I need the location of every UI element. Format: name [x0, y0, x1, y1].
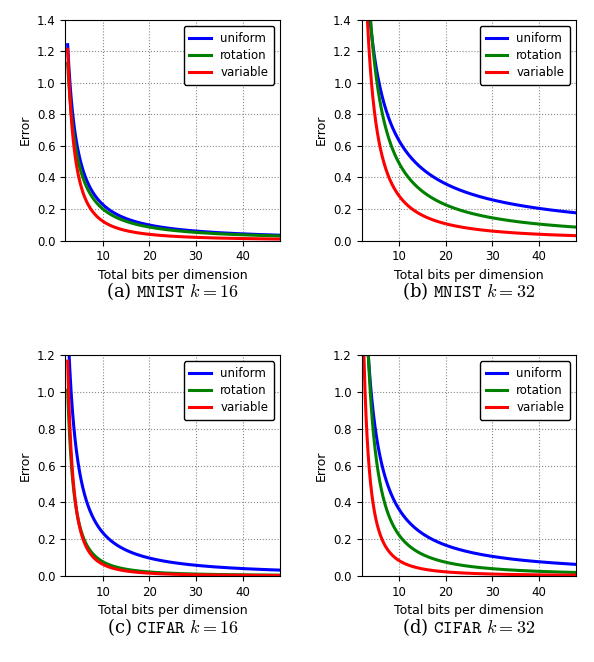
X-axis label: Total bits per dimension: Total bits per dimension — [394, 604, 544, 617]
Y-axis label: Error: Error — [314, 115, 327, 146]
Text: (b) $\mathtt{MNIST}$ $k=32$: (b) $\mathtt{MNIST}$ $k=32$ — [402, 280, 536, 302]
Y-axis label: Error: Error — [18, 450, 31, 481]
Legend: uniform, rotation, variable: uniform, rotation, variable — [480, 26, 570, 85]
X-axis label: Total bits per dimension: Total bits per dimension — [98, 604, 248, 617]
Legend: uniform, rotation, variable: uniform, rotation, variable — [480, 361, 570, 420]
Legend: uniform, rotation, variable: uniform, rotation, variable — [184, 361, 274, 420]
X-axis label: Total bits per dimension: Total bits per dimension — [98, 269, 248, 282]
X-axis label: Total bits per dimension: Total bits per dimension — [394, 269, 544, 282]
Y-axis label: Error: Error — [314, 450, 327, 481]
Text: (d) $\mathtt{CIFAR}$ $k=32$: (d) $\mathtt{CIFAR}$ $k=32$ — [402, 616, 536, 638]
Text: (a) $\mathtt{MNIST}$ $k=16$: (a) $\mathtt{MNIST}$ $k=16$ — [106, 280, 239, 302]
Text: (c) $\mathtt{CIFAR}$ $k=16$: (c) $\mathtt{CIFAR}$ $k=16$ — [107, 616, 239, 638]
Y-axis label: Error: Error — [18, 115, 31, 146]
Legend: uniform, rotation, variable: uniform, rotation, variable — [184, 26, 274, 85]
